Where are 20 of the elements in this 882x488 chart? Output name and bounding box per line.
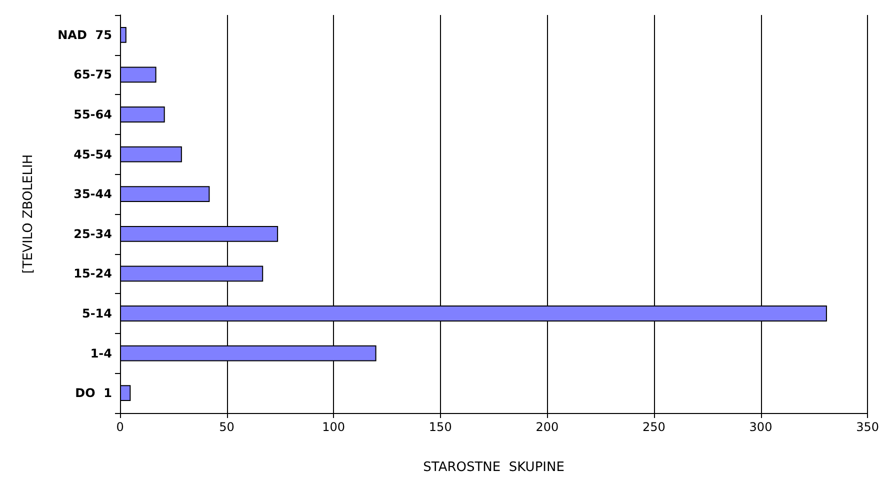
y-axis-title: [TEVILO ZBOLELIH bbox=[21, 154, 36, 274]
x-tick-label: 0 bbox=[116, 420, 124, 434]
y-tick-label: 45-54 bbox=[74, 147, 112, 162]
x-tick-label: 200 bbox=[536, 420, 559, 434]
y-tick-label: 5-14 bbox=[82, 306, 112, 320]
y-tick-label: 1-4 bbox=[90, 346, 112, 360]
x-tick-label: 350 bbox=[856, 420, 879, 434]
x-tick-label: 150 bbox=[428, 420, 452, 434]
x-tick-label: 250 bbox=[642, 420, 666, 434]
y-tick-label: 65-75 bbox=[74, 68, 112, 82]
x-tick-label: 50 bbox=[219, 420, 234, 434]
x-tick-label: 100 bbox=[322, 420, 346, 434]
y-tick-label: 25-34 bbox=[74, 226, 112, 241]
y-tick-label: 15-24 bbox=[74, 266, 112, 281]
y-tick-label: DO 1 bbox=[75, 386, 112, 400]
x-tick-label: 300 bbox=[749, 420, 772, 434]
y-tick-label: NAD 75 bbox=[58, 28, 112, 42]
x-axis-title: STAROSTNE SKUPINE bbox=[423, 460, 564, 475]
y-tick-label: 55-64 bbox=[74, 108, 112, 122]
y-tick-label: 35-44 bbox=[74, 187, 112, 202]
